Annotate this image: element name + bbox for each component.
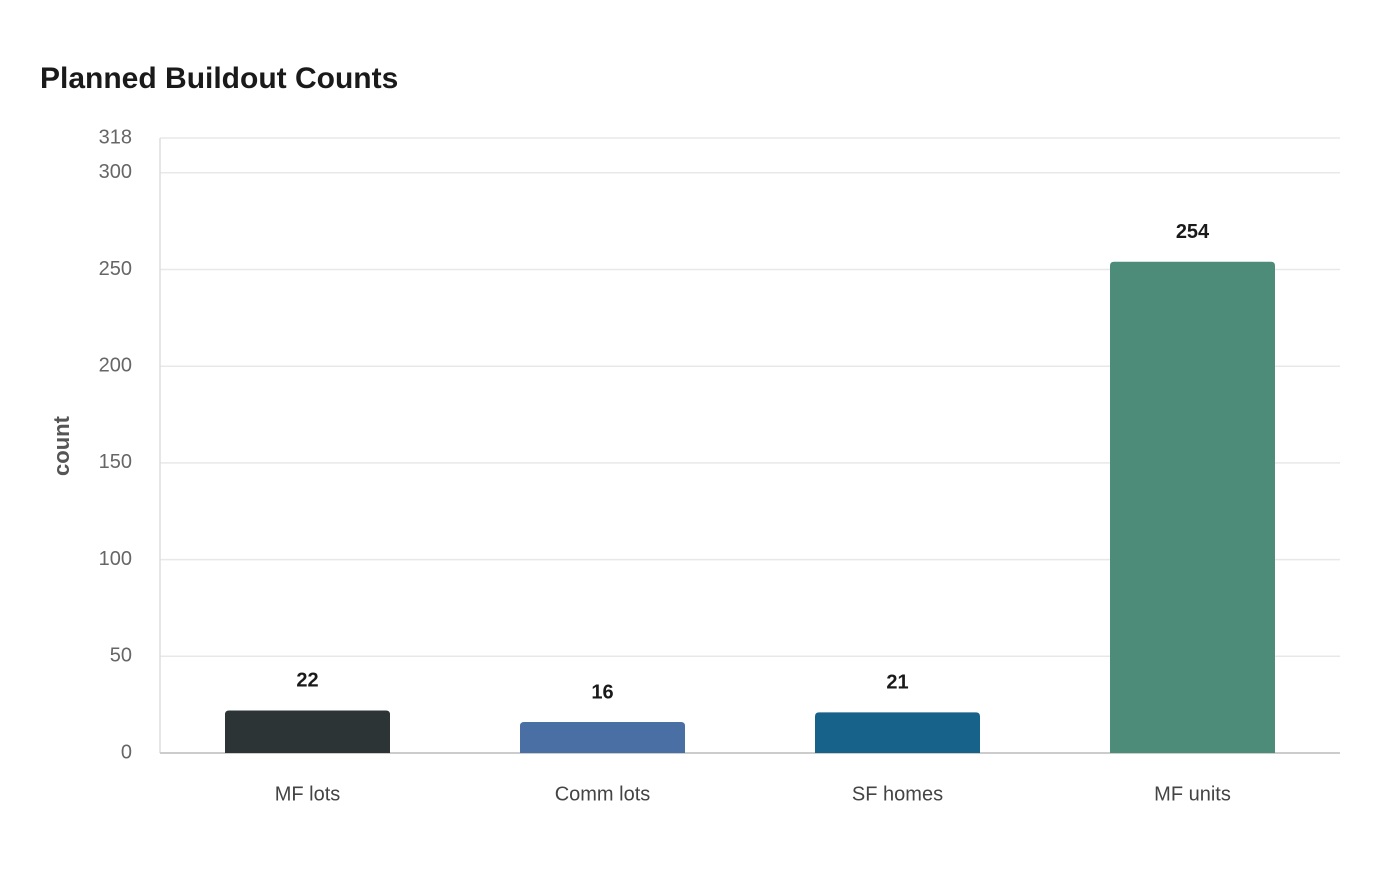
bar <box>225 710 390 753</box>
chart-title: Planned Buildout Counts <box>40 62 398 95</box>
value-label: 21 <box>886 672 908 694</box>
y-tick-label: 250 <box>99 258 132 280</box>
y-axis-label: count <box>49 415 74 476</box>
x-tick-label: SF homes <box>852 783 943 805</box>
value-label: 254 <box>1176 221 1210 243</box>
x-tick-label: MF lots <box>275 783 341 805</box>
value-label: 22 <box>296 670 318 692</box>
x-tick-label: MF units <box>1154 783 1231 805</box>
bar <box>520 722 685 753</box>
bar <box>1110 261 1275 753</box>
y-tick-label: 150 <box>99 451 132 473</box>
y-tick-label: 200 <box>99 354 132 376</box>
y-tick-label: 318 <box>99 126 132 148</box>
y-tick-label: 0 <box>121 741 132 763</box>
y-tick-label: 100 <box>99 548 132 570</box>
y-tick-label: 50 <box>110 645 132 667</box>
y-tick-label: 300 <box>99 161 132 183</box>
bar <box>815 712 980 753</box>
value-label: 16 <box>591 681 613 703</box>
x-tick-label: Comm lots <box>555 783 651 805</box>
